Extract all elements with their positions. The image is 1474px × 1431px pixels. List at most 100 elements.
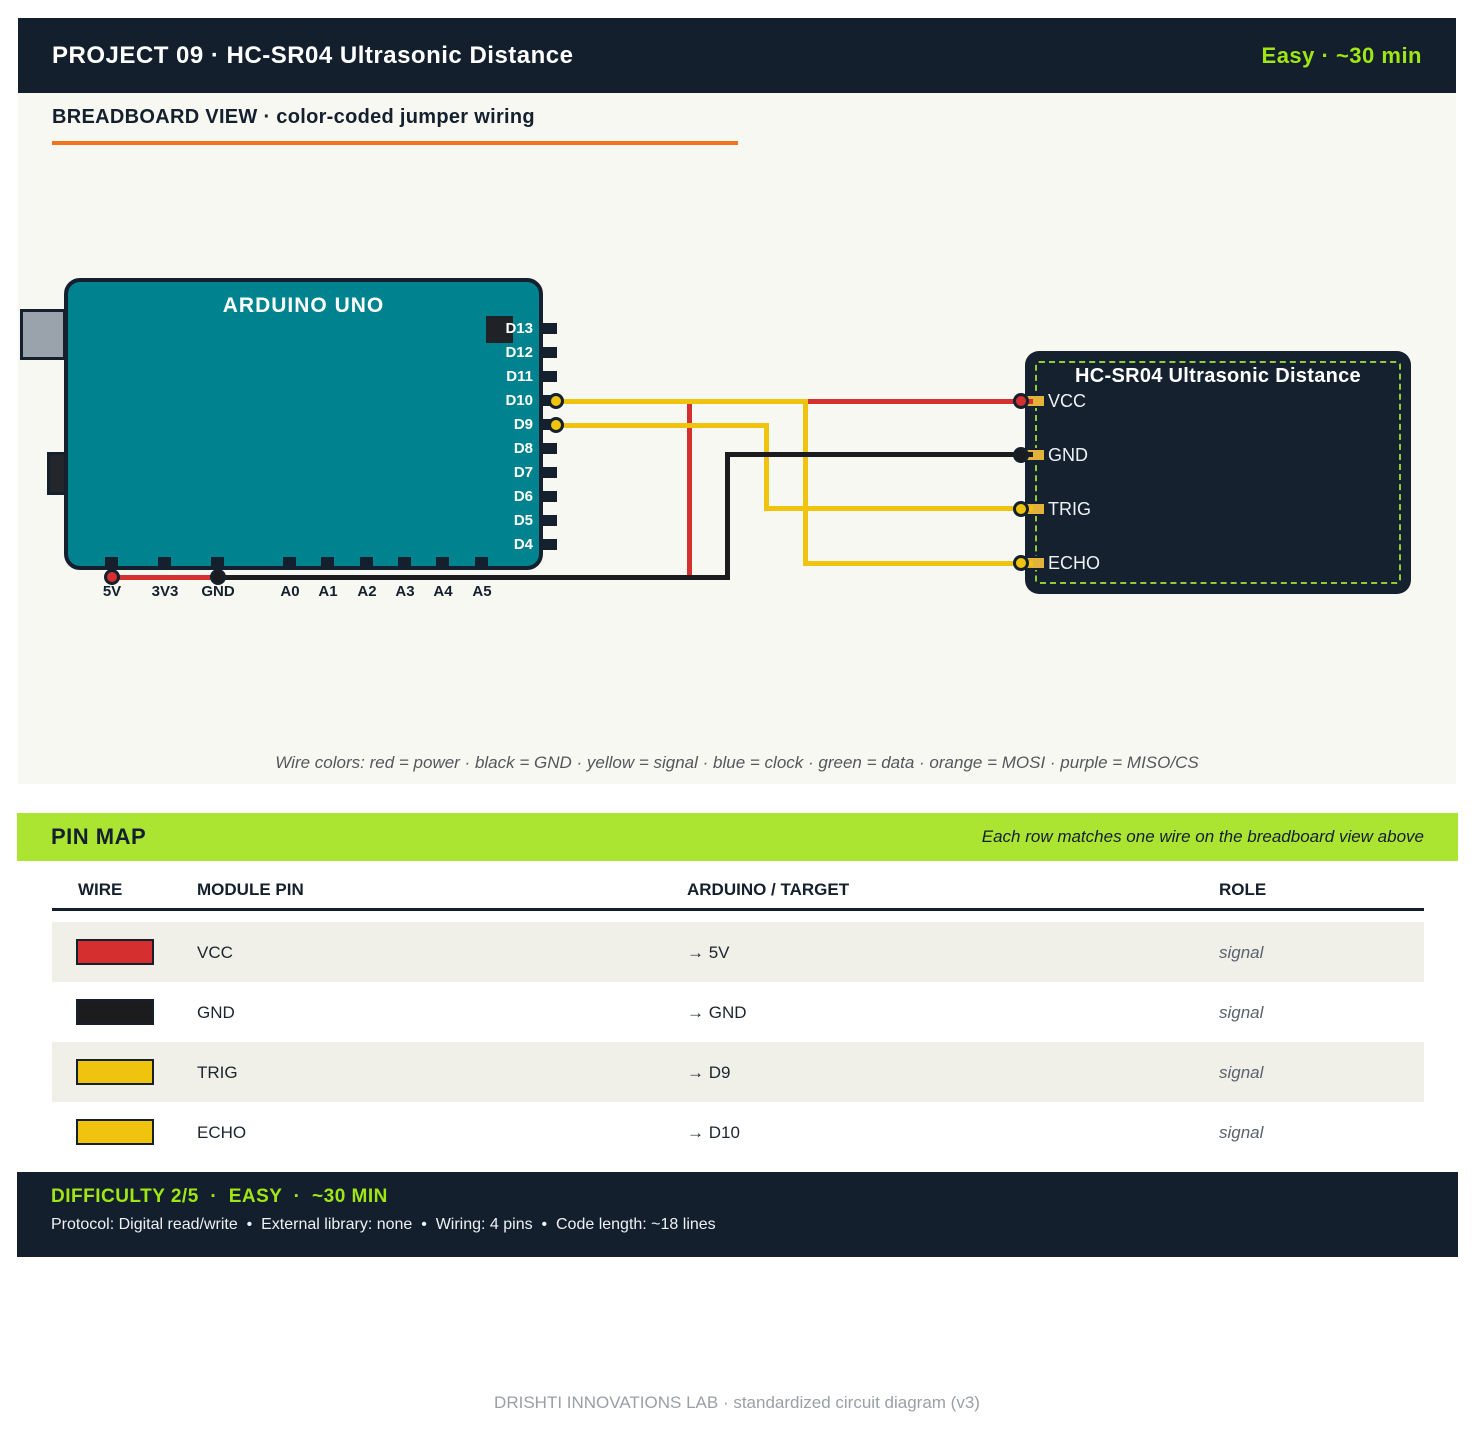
target-cell: → 5V xyxy=(687,943,730,962)
pin-stub-a3 xyxy=(398,557,411,570)
pin-label-3v3: 3V3 xyxy=(151,583,179,600)
column-header-wire: WIRE xyxy=(78,880,123,899)
module-pin-cell: GND xyxy=(197,1003,235,1022)
pin-label-d13: D13 xyxy=(505,320,533,337)
junction-dot-d9 xyxy=(548,417,564,433)
pin-stub-d6 xyxy=(543,491,557,502)
junction-dot-gnd-module xyxy=(1013,447,1029,463)
table-row-gnd: GND → GND signal xyxy=(52,982,1424,1042)
module-pin-cell: VCC xyxy=(197,943,233,962)
project-title: PROJECT 09 · HC-SR04 Ultrasonic Distance xyxy=(52,41,574,69)
pin-label-a3: A3 xyxy=(395,583,415,600)
wire-vcc-bottom-segment xyxy=(110,575,222,580)
wire-vcc-vertical-segment xyxy=(687,399,692,580)
role-cell: signal xyxy=(1219,1123,1264,1142)
module-pin-label-vcc: VCC xyxy=(1048,391,1087,411)
page-footer-credit: DRISHTI INNOVATIONS LAB · standardized c… xyxy=(494,1393,980,1412)
wire-gnd-vertical-segment xyxy=(725,452,730,580)
header-bar: PROJECT 09 · HC-SR04 Ultrasonic Distance… xyxy=(18,18,1456,93)
module-pin-label-trig: TRIG xyxy=(1048,499,1091,519)
wire-trig-d9-segment xyxy=(555,423,769,428)
wire-trig-module-segment xyxy=(764,506,1033,511)
section-title: BREADBOARD VIEW · color-coded jumper wir… xyxy=(52,106,535,128)
table-row-vcc: VCC → 5V signal xyxy=(52,922,1424,982)
wire-echo-d10-segment xyxy=(555,399,808,404)
pin-label-a0: A0 xyxy=(280,583,300,600)
pin-stub-a0 xyxy=(283,557,296,570)
wire-color-swatch xyxy=(76,999,154,1025)
wire-color-swatch xyxy=(76,939,154,965)
role-cell: signal xyxy=(1219,1003,1264,1022)
module-pin-label-echo: ECHO xyxy=(1048,553,1101,573)
table-row-trig: TRIG → D9 signal xyxy=(52,1042,1424,1102)
module-pin-cell: TRIG xyxy=(197,1063,238,1082)
pin-stub-a2 xyxy=(360,557,373,570)
pin-stub-d11 xyxy=(543,371,557,382)
role-cell: signal xyxy=(1219,943,1264,962)
pin-stub-a4 xyxy=(436,557,449,570)
pin-label-a5: A5 xyxy=(472,583,492,600)
wire-color-swatch xyxy=(76,1119,154,1145)
wire-gnd-module-segment xyxy=(725,452,1033,457)
d13-led-square xyxy=(486,316,513,343)
pin-label-5v: 5V xyxy=(102,583,122,600)
wire-trig-vertical-segment xyxy=(764,423,769,511)
pin-label-d5: D5 xyxy=(513,512,533,529)
arduino-board-label: ARDUINO UNO xyxy=(222,294,385,317)
target-cell: → GND xyxy=(687,1003,747,1022)
section-title-underline xyxy=(52,141,738,145)
pin-label-d10: D10 xyxy=(505,392,533,409)
difficulty-title: DIFFICULTY 2/5 · EASY · ~30 MIN xyxy=(51,1186,388,1207)
module-dashed-border xyxy=(1035,361,1401,584)
pin-label-a4: A4 xyxy=(433,583,453,600)
junction-dot-vcc xyxy=(1013,393,1029,409)
table-header-underline xyxy=(52,908,1424,911)
target-cell: → D9 xyxy=(687,1063,731,1082)
pin-stub-d8 xyxy=(543,443,557,454)
pin-label-a1: A1 xyxy=(318,583,338,600)
pinmap-subtitle: Each row matches one wire on the breadbo… xyxy=(981,827,1424,846)
pin-label-d4: D4 xyxy=(513,536,533,553)
column-header-role: ROLE xyxy=(1219,880,1267,899)
pin-stub-d12 xyxy=(543,347,557,358)
pin-label-d7: D7 xyxy=(513,464,533,481)
pin-stub-d5 xyxy=(543,515,557,526)
pin-label-d11: D11 xyxy=(506,368,533,385)
hcsr04-module: HC-SR04 Ultrasonic Distance xyxy=(1025,351,1411,594)
junction-dot-trig xyxy=(1013,501,1029,517)
breadboard-section: BREADBOARD VIEW · color-coded jumper wir… xyxy=(18,93,1456,784)
junction-dot-echo xyxy=(1013,555,1029,571)
wire-colors-legend: Wire colors: red = power · black = GND ·… xyxy=(275,753,1199,772)
arduino-board: ARDUINO UNO xyxy=(64,278,543,570)
pin-stub-gnd xyxy=(211,557,224,570)
role-cell: signal xyxy=(1219,1063,1264,1082)
junction-dot-5v xyxy=(104,569,120,585)
usb-connector xyxy=(20,309,66,360)
pin-label-gnd: GND xyxy=(201,583,235,600)
target-cell: → D10 xyxy=(687,1123,740,1142)
wire-echo-module-segment xyxy=(803,561,1033,566)
difficulty-bar: DIFFICULTY 2/5 · EASY · ~30 MIN Protocol… xyxy=(17,1172,1458,1257)
pin-label-d9: D9 xyxy=(513,416,533,433)
module-pin-cell: ECHO xyxy=(197,1123,247,1142)
pin-stub-a1 xyxy=(321,557,334,570)
pin-stub-3v3 xyxy=(158,557,171,570)
difficulty-badge: Easy · ~30 min xyxy=(1261,42,1422,68)
difficulty-details: Protocol: Digital read/write • External … xyxy=(51,1216,716,1233)
wire-vcc-top-segment xyxy=(687,399,1033,404)
pin-stub-5v xyxy=(105,557,118,570)
pinmap-bar: PIN MAP Each row matches one wire on the… xyxy=(17,813,1458,861)
pin-stub-d7 xyxy=(543,467,557,478)
table-row-echo: ECHO → D10 signal xyxy=(52,1102,1424,1162)
module-title: HC-SR04 Ultrasonic Distance xyxy=(1075,365,1361,387)
pin-stub-d4 xyxy=(543,539,557,550)
pin-label-d12: D12 xyxy=(505,344,533,361)
column-header-target: ARDUINO / TARGET xyxy=(687,880,850,899)
junction-dot-d10 xyxy=(548,393,564,409)
column-header-module-pin: MODULE PIN xyxy=(197,880,304,899)
pinmap-title: PIN MAP xyxy=(51,824,147,849)
wire-echo-vertical-segment xyxy=(803,399,808,566)
pin-label-a2: A2 xyxy=(357,583,377,600)
wire-color-swatch xyxy=(76,1059,154,1085)
